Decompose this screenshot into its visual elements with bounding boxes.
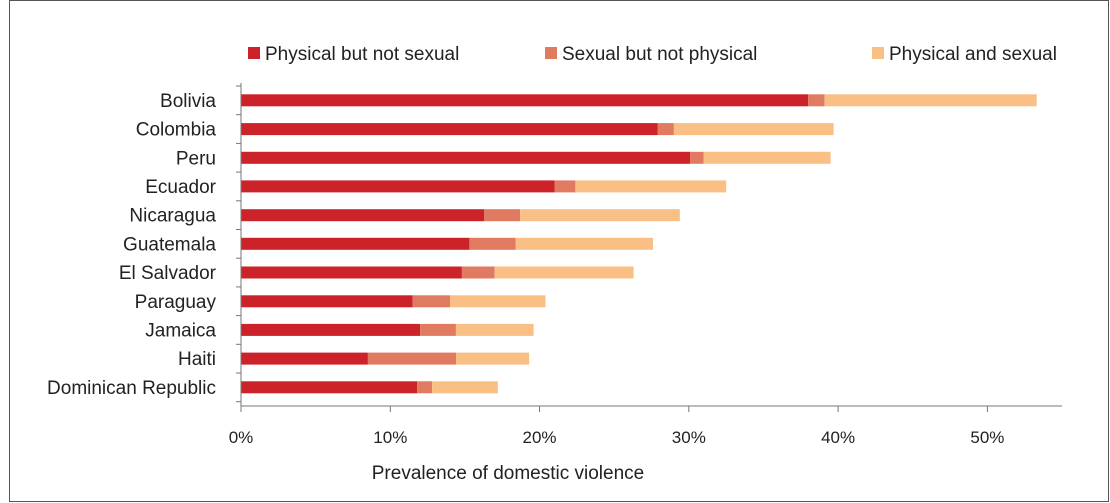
bar-paraguay-physical-but-not-sexual — [241, 295, 413, 308]
category-label-peru: Peru — [176, 148, 216, 169]
bar-nicaragua-physical-but-not-sexual — [241, 209, 485, 222]
bar-haiti-physical-but-not-sexual — [241, 352, 368, 365]
bar-dominican-republic-physical-but-not-sexual — [241, 381, 418, 394]
bar-guatemala-physical-and-sexual — [515, 237, 653, 250]
bar-bolivia-sexual-but-not-physical — [808, 94, 825, 107]
category-label-haiti: Haiti — [178, 349, 216, 370]
bar-guatemala-physical-but-not-sexual — [241, 237, 470, 250]
bar-el-salvador-sexual-but-not-physical — [461, 266, 495, 279]
bar-peru-sexual-but-not-physical — [690, 151, 704, 164]
legend-label-sexual-but-not-physical: Sexual but not physical — [562, 44, 757, 65]
bar-dominican-republic-physical-and-sexual — [432, 381, 498, 394]
bar-nicaragua-physical-and-sexual — [520, 209, 680, 222]
bar-paraguay-sexual-but-not-physical — [412, 295, 450, 308]
bar-haiti-physical-and-sexual — [456, 352, 530, 365]
category-label-paraguay: Paraguay — [135, 292, 217, 313]
labels-group: Bolivia Colombia Peru Ecuador Nicaragua Guate… — [47, 91, 1004, 484]
x-tick-label: 0% — [229, 428, 254, 447]
bar-el-salvador-physical-but-not-sexual — [241, 266, 462, 279]
x-tick-label: 20% — [522, 428, 556, 447]
category-label-bolivia: Bolivia — [160, 91, 216, 112]
x-tick-label: 30% — [672, 428, 706, 447]
bar-colombia-physical-but-not-sexual — [241, 123, 658, 136]
bar-haiti-sexual-but-not-physical — [367, 352, 456, 365]
legend-swatch-physical-and-sexual — [872, 47, 884, 59]
bar-ecuador-sexual-but-not-physical — [554, 180, 576, 193]
chart-frame — [9, 0, 1109, 502]
bars-group — [241, 94, 1037, 394]
bar-jamaica-sexual-but-not-physical — [420, 323, 456, 336]
bar-peru-physical-and-sexual — [703, 151, 831, 164]
category-label-ecuador: Ecuador — [145, 177, 216, 198]
x-tick-label: 40% — [821, 428, 855, 447]
category-label-dominican-republic: Dominican Republic — [47, 378, 216, 399]
bar-colombia-physical-and-sexual — [673, 123, 834, 136]
bar-bolivia-physical-but-not-sexual — [241, 94, 809, 107]
x-tick-label: 10% — [373, 428, 407, 447]
bar-jamaica-physical-and-sexual — [456, 323, 534, 336]
category-label-el-salvador: El Salvador — [119, 263, 217, 284]
axes-group — [236, 83, 1062, 412]
x-tick-label: 50% — [970, 428, 1004, 447]
category-label-nicaragua: Nicaragua — [129, 206, 216, 227]
bar-ecuador-physical-but-not-sexual — [241, 180, 555, 193]
category-label-guatemala: Guatemala — [123, 234, 216, 255]
bar-colombia-sexual-but-not-physical — [657, 123, 674, 136]
bar-jamaica-physical-but-not-sexual — [241, 323, 421, 336]
bar-nicaragua-sexual-but-not-physical — [484, 209, 521, 222]
bar-dominican-republic-sexual-but-not-physical — [417, 381, 432, 394]
category-label-colombia: Colombia — [136, 120, 217, 141]
legend-label-physical-but-not-sexual: Physical but not sexual — [265, 44, 459, 65]
legend-label-physical-and-sexual: Physical and sexual — [889, 44, 1057, 65]
legend-swatch-sexual-but-not-physical — [545, 47, 557, 59]
x-axis-title: Prevalence of domestic violence — [372, 463, 644, 484]
bar-el-salvador-physical-and-sexual — [494, 266, 634, 279]
category-label-jamaica: Jamaica — [145, 320, 216, 341]
legend-swatch-physical-but-not-sexual — [248, 47, 260, 59]
bar-ecuador-physical-and-sexual — [575, 180, 727, 193]
bar-paraguay-physical-and-sexual — [450, 295, 546, 308]
legend: Physical but not sexual Sexual but not ph… — [248, 44, 1057, 65]
bar-guatemala-sexual-but-not-physical — [469, 237, 516, 250]
bar-bolivia-physical-and-sexual — [824, 94, 1037, 107]
bar-peru-physical-but-not-sexual — [241, 151, 691, 164]
